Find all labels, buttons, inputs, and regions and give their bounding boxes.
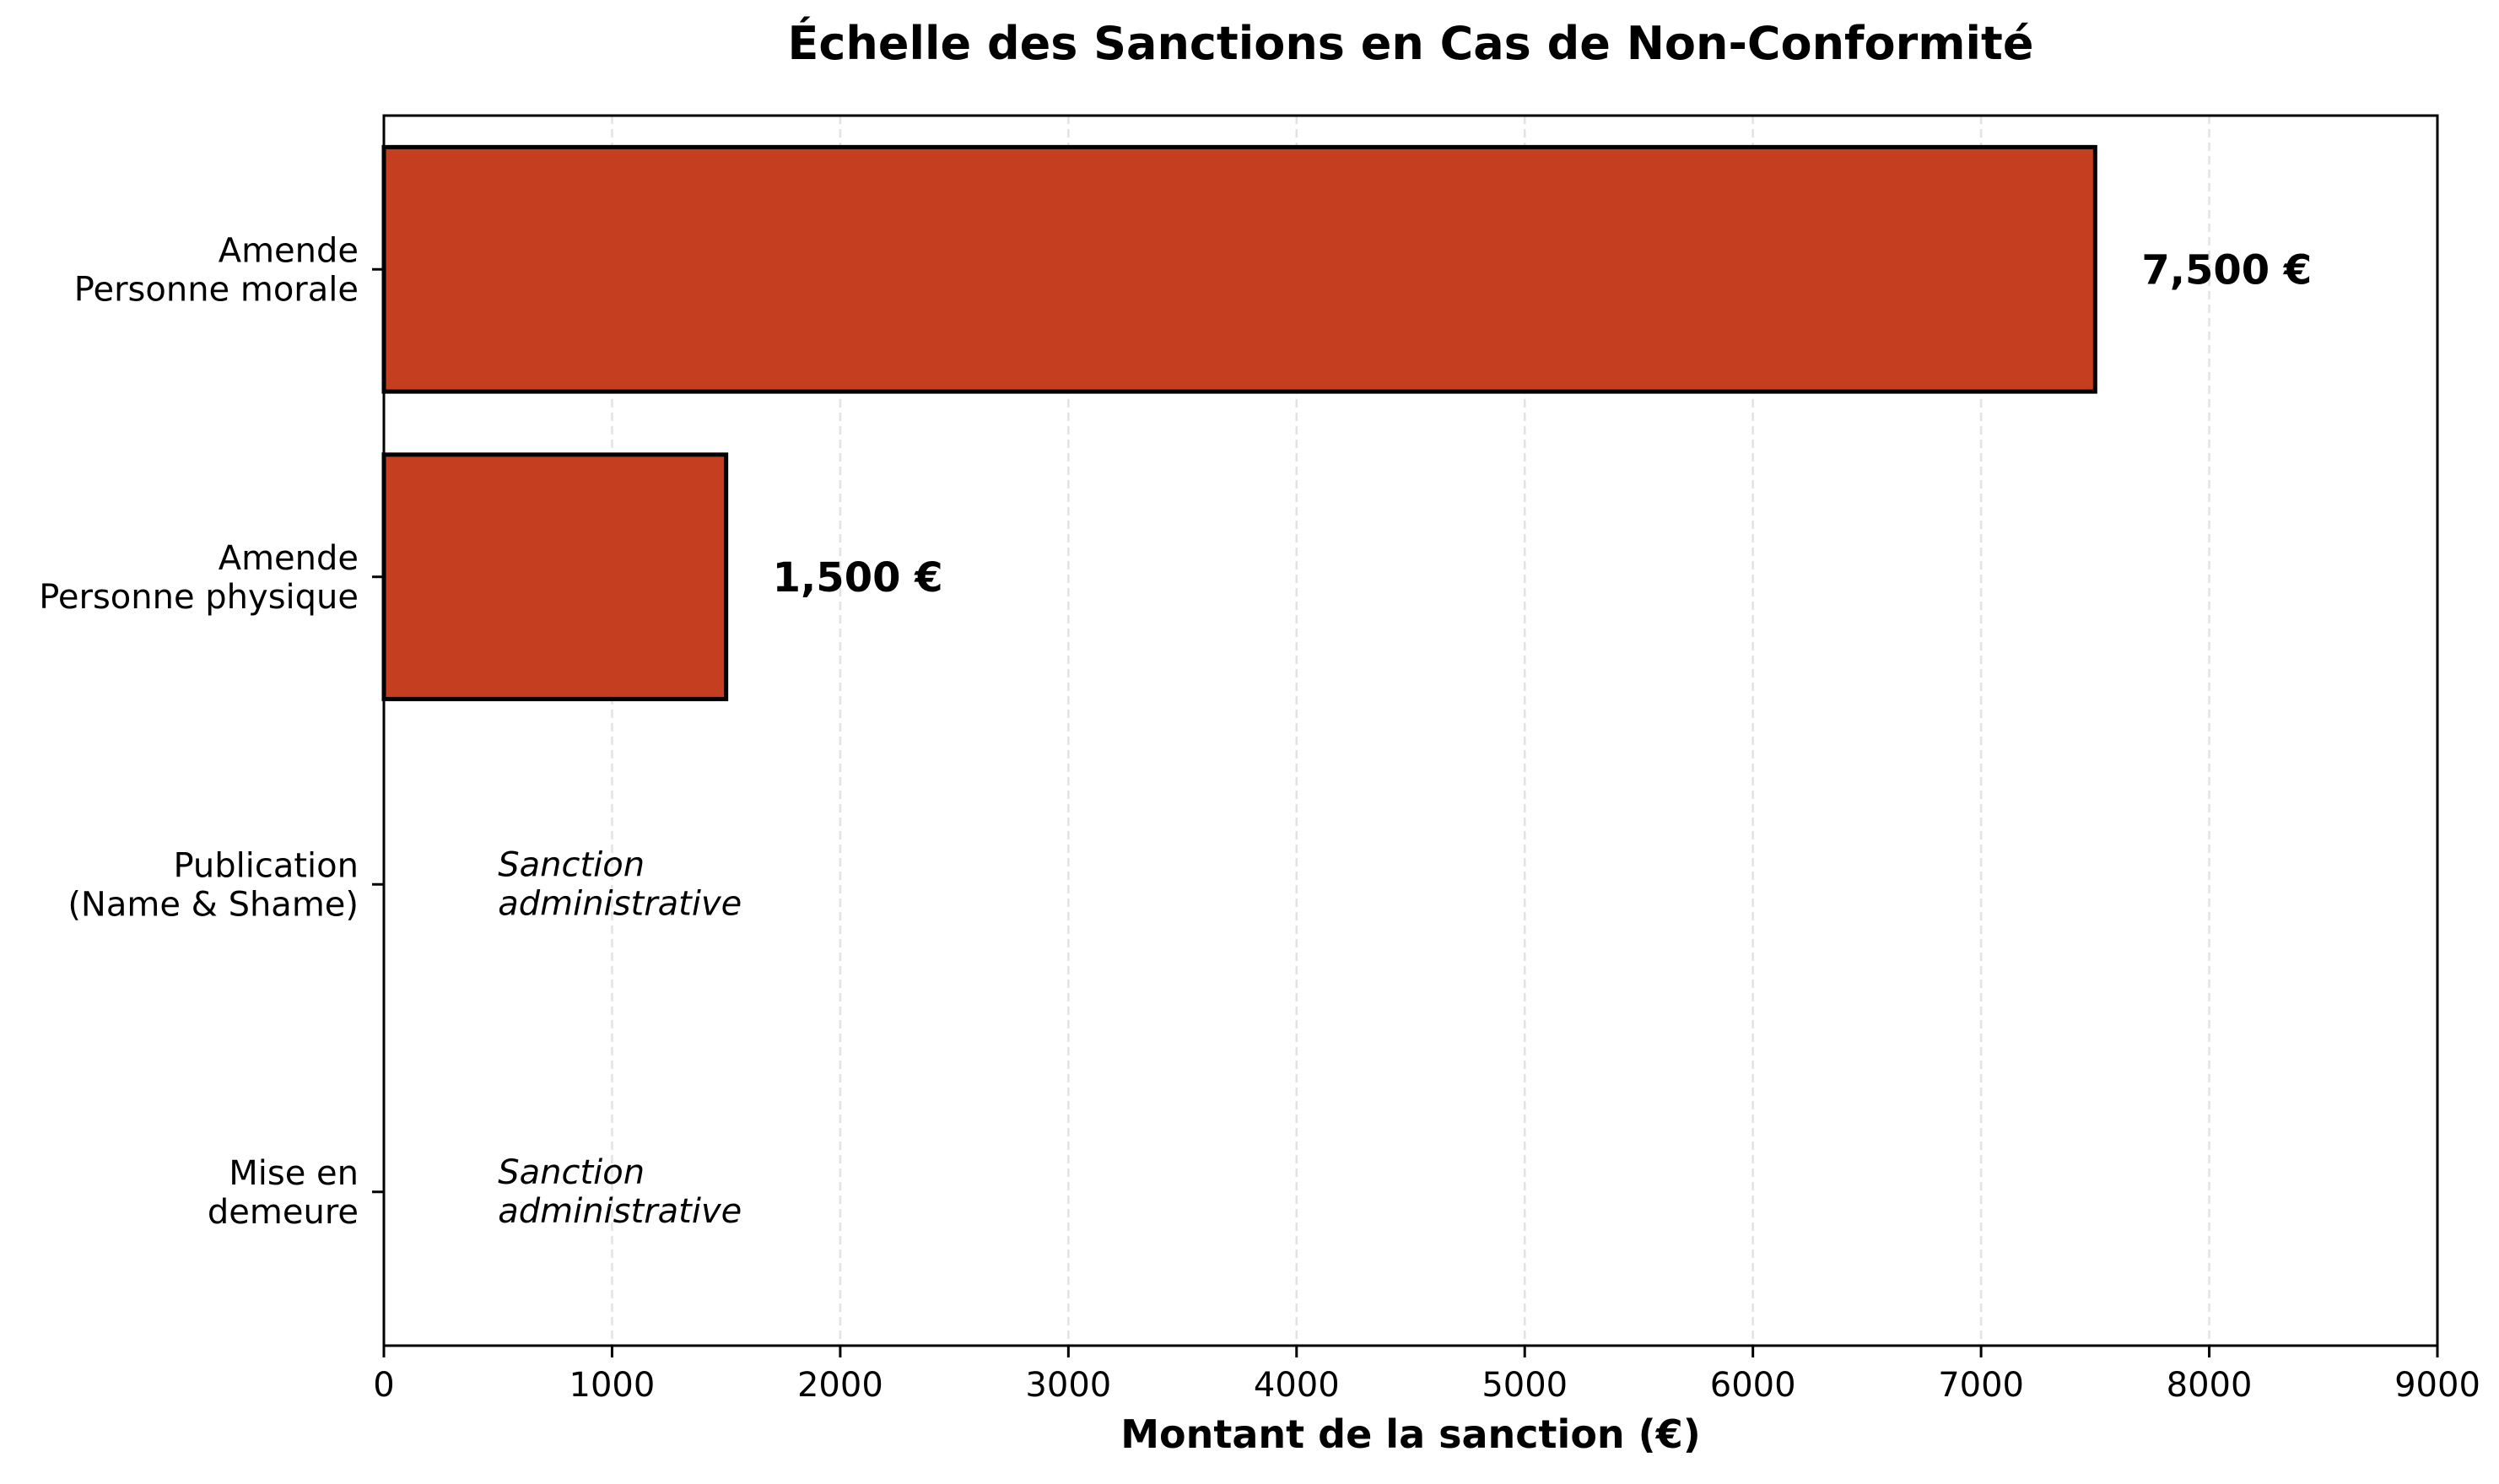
bar-annotation: Sanction administrative: [498, 1153, 742, 1231]
data-label: 7,500 €: [2141, 246, 2312, 294]
x-axis-title: Montant de la sanction (€): [1120, 1411, 1700, 1457]
x-tick-label: 7000: [1938, 1366, 2024, 1405]
y-tick-label: Amende Personne physique: [39, 539, 359, 617]
x-axis: 0 1000 2000 3000 4000 5000 6000 7000 8000 9000: [373, 1346, 2480, 1405]
x-tick-label: 4000: [1254, 1366, 1340, 1405]
x-tick-label: 6000: [1710, 1366, 1796, 1405]
bar: [381, 452, 729, 702]
data-label-layer: 7,500 € 1,500 € Sanction administrative Sanc…: [498, 246, 2312, 1231]
bar-annotation: Sanction administrative: [498, 845, 742, 923]
x-tick-label: 8000: [2167, 1366, 2253, 1405]
y-axis: Amende Personne morale Amende Personne phys…: [39, 231, 384, 1232]
y-tick-label: Mise en demeure: [208, 1154, 359, 1232]
bar-layer: [381, 144, 2097, 702]
x-tick-label: 3000: [1025, 1366, 1111, 1405]
y-tick-label: Amende Personne morale: [74, 231, 359, 309]
x-tick-label: 2000: [797, 1366, 883, 1405]
x-tick-label: 1000: [569, 1366, 656, 1405]
x-tick-label: 5000: [1482, 1366, 1568, 1405]
y-tick-label: Publication (Name & Shame): [67, 846, 359, 924]
data-label: 1,500 €: [773, 554, 943, 602]
chart-title: Échelle des Sanctions en Cas de Non-Conf…: [788, 17, 2034, 70]
x-tick-label: 0: [373, 1366, 394, 1405]
x-tick-label: 9000: [2394, 1366, 2480, 1405]
bar: [381, 144, 2097, 394]
plot-frame: [382, 114, 2439, 1347]
